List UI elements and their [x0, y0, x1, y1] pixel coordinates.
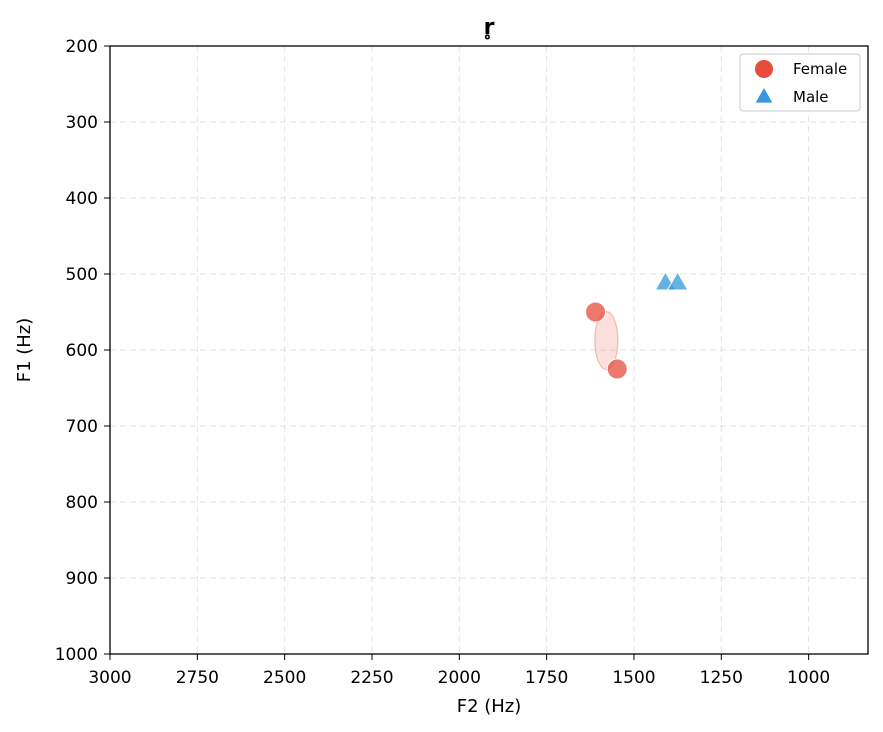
- y-tick-label: 600: [66, 341, 98, 361]
- y-tick-label: 200: [66, 37, 98, 57]
- x-tick-label: 2500: [263, 668, 306, 688]
- y-tick-label: 500: [66, 265, 98, 285]
- x-tick-label: 2750: [176, 668, 219, 688]
- x-axis-title: F2 (Hz): [457, 696, 522, 717]
- data-points: [585, 271, 689, 380]
- legend-male-marker: [755, 88, 773, 103]
- y-tick-label: 700: [66, 417, 98, 437]
- legend-male-label: Male: [793, 88, 829, 106]
- confidence-ellipses: [594, 311, 619, 370]
- y-tick-label: 800: [66, 493, 98, 513]
- x-tick-label: 2000: [438, 668, 481, 688]
- y-tick-label: 1000: [55, 645, 98, 665]
- female-point: [606, 358, 628, 380]
- x-tick-label: 1250: [700, 668, 743, 688]
- y-tick-label: 400: [66, 189, 98, 209]
- female-ellipse: [594, 311, 619, 370]
- chart-title: r̥: [484, 15, 495, 40]
- legend-female-marker: [755, 60, 773, 78]
- x-tick-label: 1500: [612, 668, 655, 688]
- x-tick-label: 1750: [525, 668, 568, 688]
- legend-female-label: Female: [793, 60, 847, 78]
- male-point: [666, 271, 689, 291]
- y-axis-title: F1 (Hz): [14, 318, 35, 383]
- axis-ticks: 3000 2750 2500 2250 2000 1750 1500 1250 1000 200 3…: [55, 37, 831, 688]
- legend: Female Male: [739, 53, 861, 112]
- x-tick-label: 3000: [88, 668, 131, 688]
- y-tick-label: 900: [66, 569, 98, 589]
- x-tick-label: 1000: [787, 668, 830, 688]
- x-tick-label: 2250: [350, 668, 393, 688]
- female-point: [585, 301, 607, 323]
- y-tick-label: 300: [66, 113, 98, 133]
